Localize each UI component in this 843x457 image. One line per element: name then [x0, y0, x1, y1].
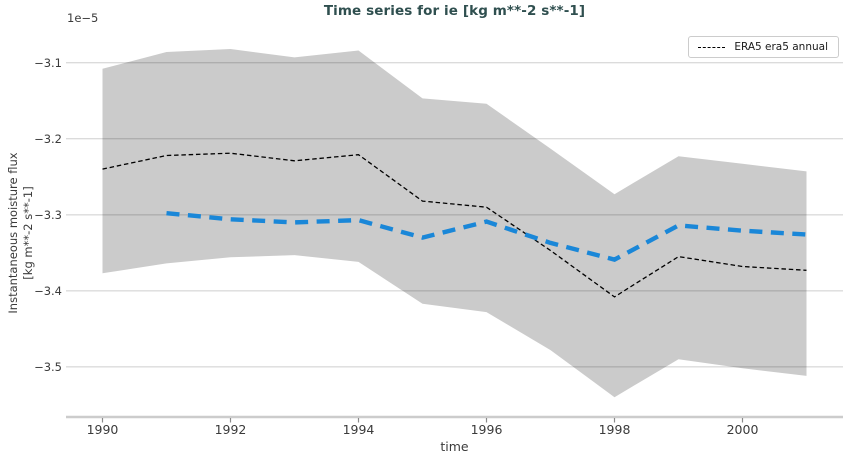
- x-tick-label: 1994: [342, 422, 375, 437]
- x-tick-label: 1992: [214, 422, 247, 437]
- y-tick-label: −3.2: [34, 131, 62, 146]
- y-axis-label: Instantaneous moisture flux [kg m**-2 s*…: [6, 113, 40, 353]
- blue-dashed-line: [166, 211, 807, 262]
- era5-annual-line: [102, 152, 807, 298]
- y-tick-label: −3.1: [34, 55, 62, 70]
- x-axis-label: time: [440, 439, 469, 454]
- y-tick-label: −3.4: [34, 283, 62, 298]
- x-tick-label: 1998: [598, 422, 631, 437]
- x-tick-label: 1990: [86, 422, 119, 437]
- x-tick-label: 1996: [470, 422, 503, 437]
- uncertainty-band: [102, 49, 807, 398]
- legend: ERA5 era5 annual: [688, 36, 839, 58]
- y-axis-offset-text: 1e−5: [67, 11, 99, 25]
- chart-title: Time series for ie [kg m**-2 s**-1]: [323, 3, 586, 19]
- dashed-line-sample-icon: [698, 46, 726, 48]
- x-tick-label: 2000: [726, 422, 759, 437]
- y-tick-label: −3.5: [34, 359, 62, 374]
- legend-label: ERA5 era5 annual: [734, 41, 828, 53]
- y-axis-label-line2: [kg m**-2 s**-1]: [20, 186, 35, 280]
- y-tick-label: −3.3: [34, 207, 62, 222]
